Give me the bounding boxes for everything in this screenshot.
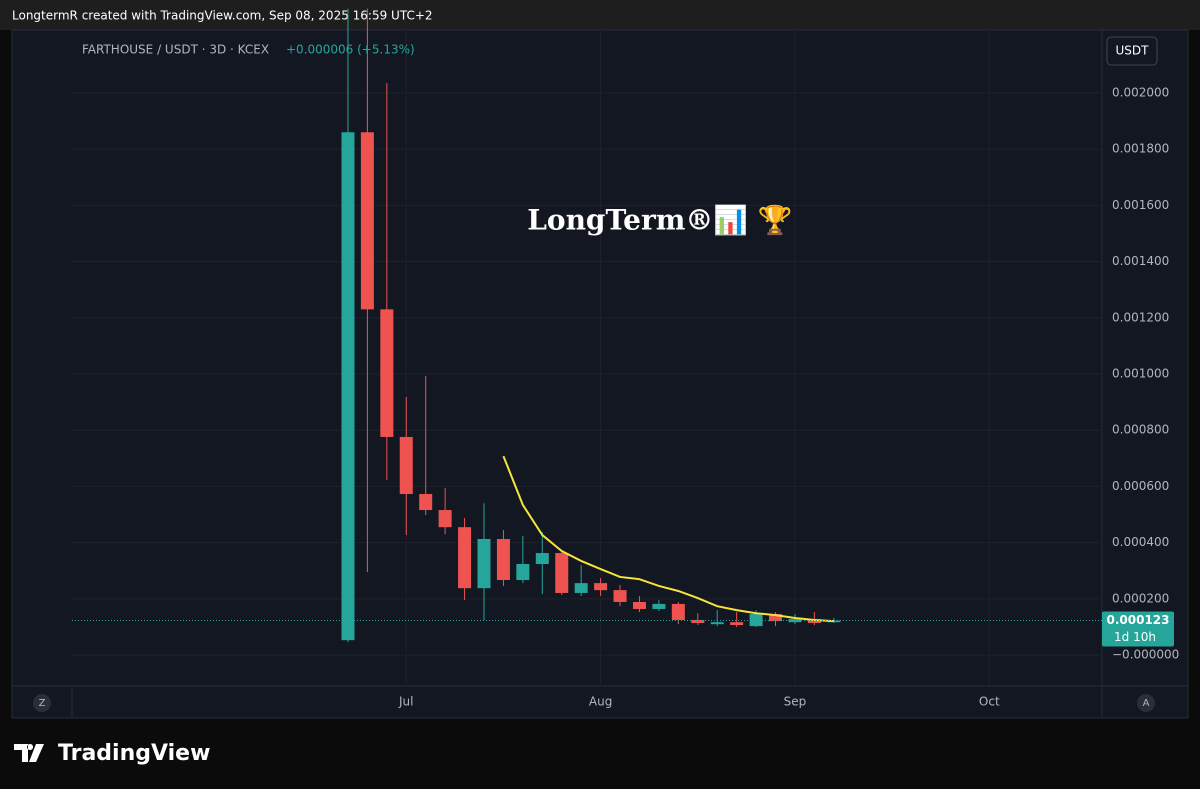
- y-tick-label: 0.000800: [1112, 423, 1169, 437]
- header-bar: [0, 0, 1200, 30]
- candle-body: [399, 436, 413, 495]
- x-tick-label: Aug: [589, 695, 612, 709]
- candle-body: [535, 553, 549, 565]
- candle-body: [594, 583, 608, 591]
- candle-body: [613, 590, 627, 602]
- x-tick-label: Oct: [979, 695, 1000, 709]
- candle-body: [730, 622, 744, 626]
- candle-body: [360, 132, 374, 310]
- candle-body: [769, 614, 783, 622]
- scale-button[interactable]: [33, 694, 51, 712]
- candle-body: [477, 538, 491, 589]
- tv-logo: [14, 744, 44, 762]
- candle-body: [555, 553, 569, 593]
- header-text: LongtermR created with TradingView.com, …: [12, 9, 433, 23]
- x-tick-label: Jul: [398, 695, 413, 709]
- logo-icon: [14, 744, 44, 762]
- candle-body: [710, 622, 724, 625]
- scale-button-label[interactable]: A: [1143, 698, 1150, 709]
- y-tick-label: 0.000400: [1112, 535, 1169, 549]
- candle-body: [496, 538, 510, 581]
- y-tick-label: 0.001600: [1112, 198, 1169, 212]
- currency-label[interactable]: USDT: [1116, 44, 1150, 58]
- candle-body: [380, 309, 394, 437]
- candle-body: [807, 619, 821, 624]
- footer-brand: TradingView: [58, 741, 210, 766]
- y-tick-label: 0.000600: [1112, 479, 1169, 493]
- change-legend: +0.000006 (+5.13%): [286, 43, 415, 57]
- candle-body: [438, 510, 452, 528]
- candle-body: [341, 132, 355, 641]
- y-tick-label: 0.001200: [1112, 310, 1169, 324]
- candle-body: [652, 603, 666, 609]
- y-tick-label: 0.001400: [1112, 254, 1169, 268]
- y-tick-label: 0.001800: [1112, 142, 1169, 156]
- moving-average: [502, 455, 834, 623]
- x-tick-label: Sep: [784, 695, 807, 709]
- candle-body: [691, 619, 705, 624]
- countdown-label: 1d 10h: [1114, 630, 1156, 644]
- last-price-label: 0.000123: [1106, 613, 1169, 627]
- y-tick-label: 0.002000: [1112, 85, 1169, 99]
- candle-body: [419, 494, 433, 511]
- last-price-tag: [1102, 611, 1174, 647]
- scale-button[interactable]: [1137, 694, 1155, 712]
- candle-body: [574, 583, 588, 593]
- grid: [72, 30, 1102, 686]
- watermark: LongTerm®📊 🏆: [527, 204, 793, 237]
- candle-body: [788, 619, 802, 623]
- scale-button-label[interactable]: Z: [39, 698, 46, 709]
- candle-body: [632, 601, 646, 609]
- candle-body: [458, 527, 472, 589]
- currency-button[interactable]: [1106, 36, 1158, 66]
- symbol-legend: FARTHOUSE / USDT · 3D · KCEX: [82, 43, 269, 57]
- candle-body: [827, 620, 841, 623]
- y-tick-label: 0.000200: [1112, 591, 1169, 605]
- candle-body: [516, 564, 530, 581]
- plot: [72, 8, 1102, 643]
- candle-body: [671, 603, 685, 620]
- y-tick-label: −0.000000: [1112, 648, 1179, 662]
- y-tick-label: 0.001000: [1112, 366, 1169, 380]
